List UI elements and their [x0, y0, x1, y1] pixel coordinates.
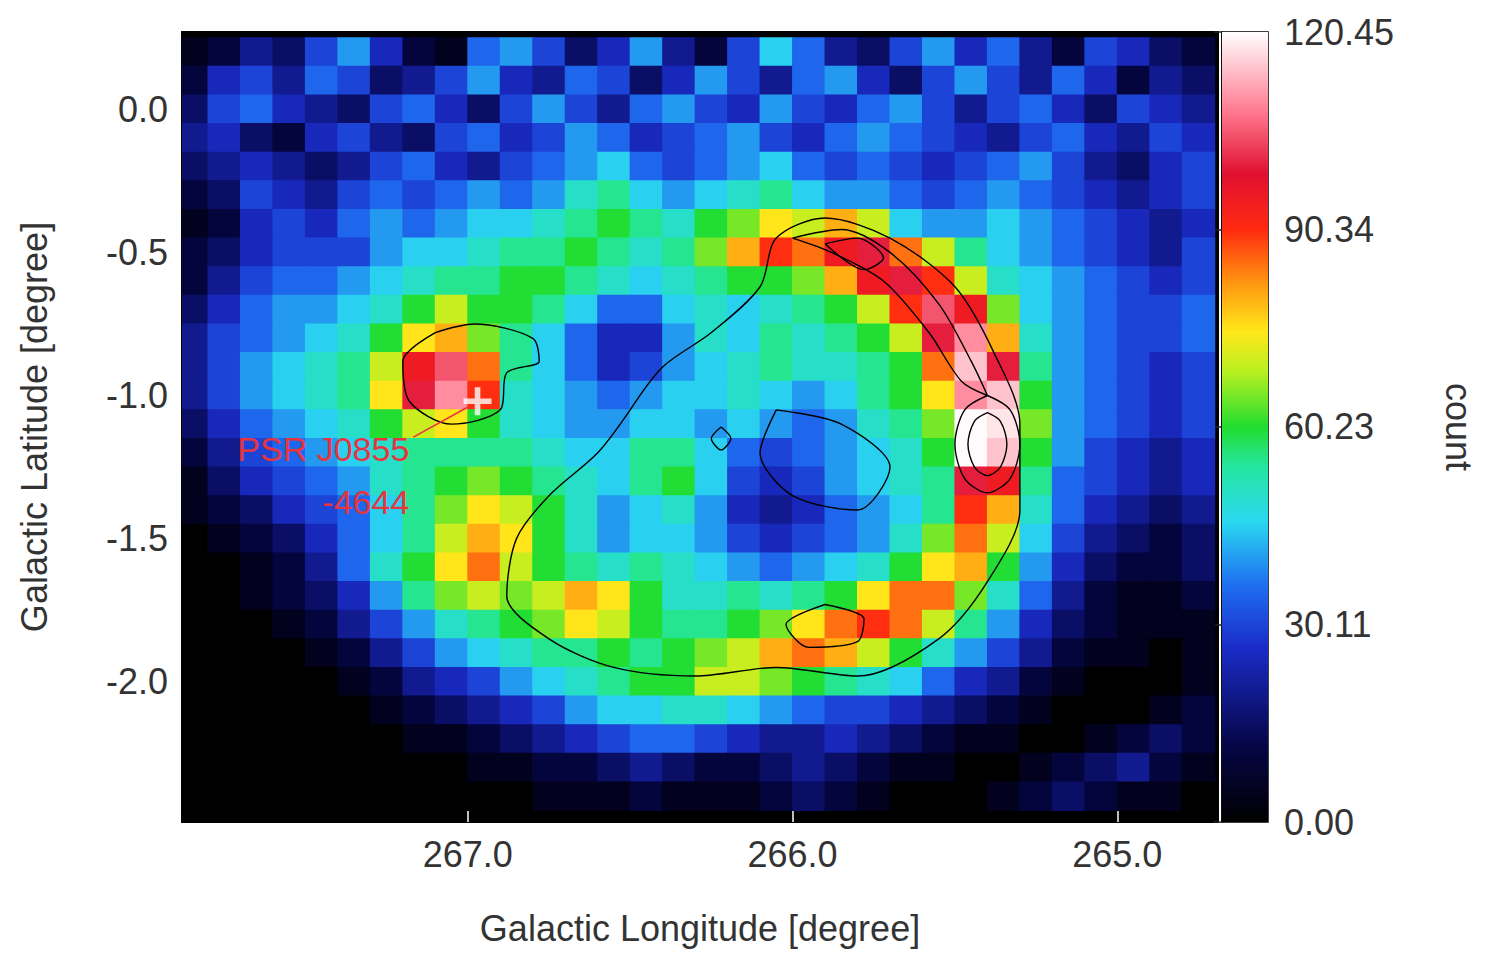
svg-text:266.0: 266.0	[748, 834, 838, 875]
svg-text:265.0: 265.0	[1072, 834, 1162, 875]
svg-text:-2.0: -2.0	[106, 661, 168, 702]
svg-text:Galactic Latitude [degree]: Galactic Latitude [degree]	[14, 222, 55, 632]
svg-text:-0.5: -0.5	[106, 232, 168, 273]
svg-text:Galactic Longitude [degree]: Galactic Longitude [degree]	[480, 908, 920, 949]
svg-text:PSR J0855: PSR J0855	[237, 430, 409, 468]
svg-text:60.23: 60.23	[1284, 406, 1374, 447]
svg-text:-1.0: -1.0	[106, 375, 168, 416]
svg-text:267.0: 267.0	[423, 834, 513, 875]
svg-text:count: count	[1438, 383, 1479, 471]
svg-text:120.45: 120.45	[1284, 12, 1394, 53]
svg-text:0.0: 0.0	[118, 89, 168, 130]
svg-text:-4644: -4644	[322, 483, 409, 521]
svg-text:-1.5: -1.5	[106, 518, 168, 559]
svg-text:0.00: 0.00	[1284, 802, 1354, 843]
svg-text:30.11: 30.11	[1284, 604, 1371, 645]
svg-text:90.34: 90.34	[1284, 209, 1374, 250]
